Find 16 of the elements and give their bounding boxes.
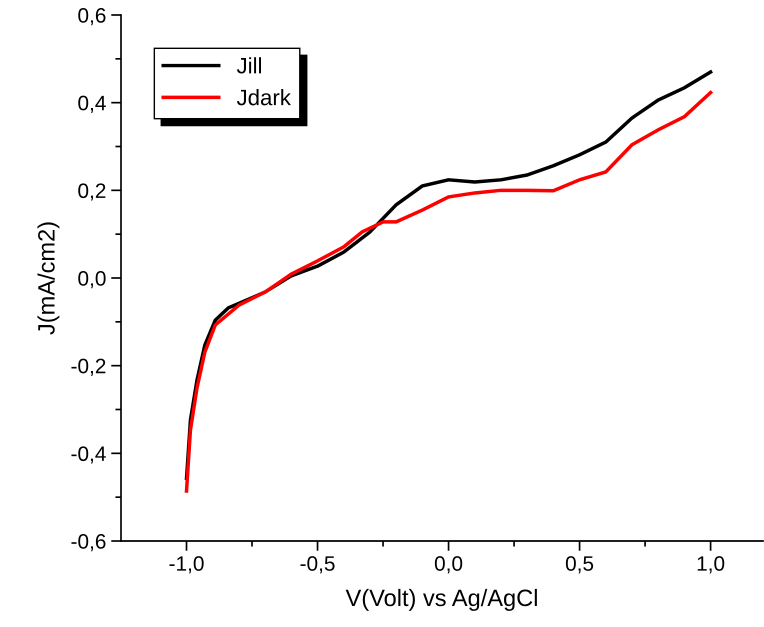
y-tick-label: 0,6 [78,8,106,26]
y-tick-label: 0,4 [78,96,106,113]
x-tick-label: 0,0 [434,556,462,574]
y-tick-label: 0,2 [78,183,106,201]
x-tick-label: -0,5 [300,556,335,574]
y-tick-label: 0,0 [78,271,106,288]
x-tick-label: -1,0 [169,556,204,574]
y-tick-label: -0,6 [71,534,106,552]
x-tick-label: 0,5 [566,556,594,574]
legend-label: Jill [236,57,261,74]
legend-label: Jdark [236,89,291,106]
x-axis-title: V(Volt) vs Ag/AgCl [346,588,537,611]
y-tick-label: -0,2 [71,358,106,376]
y-tick-label: -0,4 [71,446,106,464]
y-axis-title: J(mA/cm2) [37,222,60,335]
x-tick-label: 1,0 [698,556,724,574]
